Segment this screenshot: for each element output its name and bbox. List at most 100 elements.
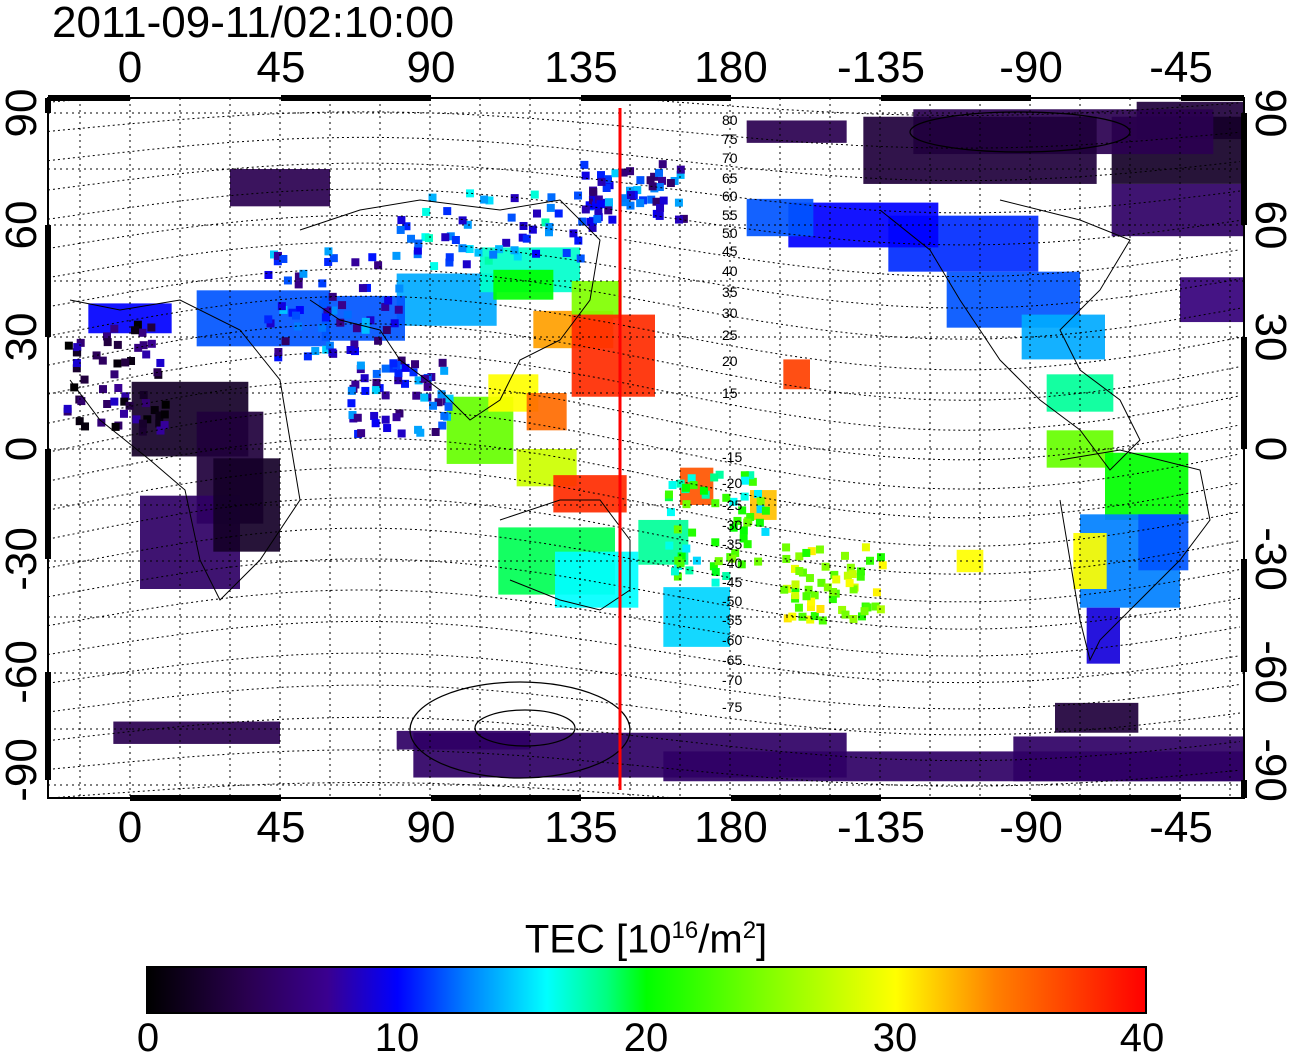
tec-pixel bbox=[585, 201, 594, 210]
tec-pixel bbox=[343, 310, 352, 319]
tec-pixel bbox=[753, 489, 762, 498]
magnetic-contour bbox=[48, 36, 1240, 50]
tec-pixel bbox=[103, 399, 112, 408]
tec-pixel bbox=[791, 591, 800, 600]
tec-pixel bbox=[381, 415, 390, 424]
tec-pixel bbox=[856, 572, 865, 581]
tec-pixel bbox=[664, 490, 673, 499]
tec-pixel bbox=[395, 284, 404, 293]
tec-pixel bbox=[737, 560, 746, 569]
tec-pixel bbox=[119, 409, 128, 418]
tec-pixel bbox=[626, 186, 635, 195]
contour-label: 75 bbox=[722, 131, 738, 147]
tec-pixel bbox=[823, 583, 832, 592]
tec-pixel bbox=[849, 614, 858, 623]
tec-patch bbox=[1180, 277, 1244, 323]
bottom-tick: -90 bbox=[999, 803, 1063, 852]
tec-pixel bbox=[807, 547, 816, 556]
magnetic-contour bbox=[48, 716, 1241, 762]
magnetic-contour bbox=[48, 652, 1241, 710]
tec-pixel bbox=[147, 339, 156, 348]
tec-pixel bbox=[857, 612, 866, 621]
contour-label: -40 bbox=[722, 555, 742, 571]
magnetic-contour bbox=[48, 136, 1241, 182]
tec-pixel bbox=[382, 326, 391, 335]
tec-pixel bbox=[608, 215, 617, 224]
bottom-tick: 180 bbox=[694, 803, 768, 852]
tec-pixel bbox=[401, 363, 410, 372]
tec-pixel bbox=[794, 603, 803, 612]
tec-pixel bbox=[102, 332, 111, 341]
tec-pixel bbox=[802, 548, 811, 557]
tec-pixel bbox=[423, 382, 432, 391]
tec-pixel bbox=[581, 171, 590, 180]
tec-pixel bbox=[489, 250, 498, 259]
tec-pixel bbox=[371, 386, 380, 395]
tec-pixel bbox=[569, 229, 578, 238]
tec-pixel bbox=[817, 578, 826, 587]
tec-pixel bbox=[740, 471, 749, 480]
tec-patch bbox=[956, 549, 984, 573]
tec-pixel bbox=[756, 505, 765, 514]
tec-pixel bbox=[810, 591, 819, 600]
tec-pixel bbox=[856, 567, 865, 576]
contour-label: 25 bbox=[722, 327, 738, 343]
tec-pixel bbox=[351, 258, 360, 267]
colorbar bbox=[146, 966, 1147, 1014]
contour-label: 30 bbox=[722, 305, 738, 321]
tec-pixel bbox=[679, 214, 688, 223]
contour-label: 55 bbox=[722, 207, 738, 223]
bottom-tick: -135 bbox=[836, 803, 926, 852]
tec-pixel bbox=[92, 351, 101, 360]
tec-pixel bbox=[281, 337, 290, 346]
tec-pixel bbox=[336, 318, 345, 327]
tec-pixel bbox=[81, 422, 90, 431]
contour-label: -30 bbox=[722, 517, 742, 533]
tec-pixel bbox=[462, 260, 471, 269]
tec-pixel bbox=[155, 411, 164, 420]
tec-pixel bbox=[677, 552, 686, 561]
magnetic-contour bbox=[48, 497, 1241, 575]
tec-pixel bbox=[798, 612, 807, 621]
top-tick: -90 bbox=[999, 43, 1063, 92]
tec-pixel bbox=[673, 525, 682, 534]
tec-pixel bbox=[397, 356, 406, 365]
tec-pixel bbox=[502, 238, 511, 247]
tec-pixel bbox=[361, 325, 370, 334]
frame-ticks bbox=[45, 95, 1247, 801]
tec-pixel bbox=[689, 481, 698, 490]
tec-pixel bbox=[279, 254, 288, 263]
tec-pixel bbox=[374, 336, 383, 345]
tec-pixel bbox=[636, 176, 645, 185]
contour-label: 40 bbox=[722, 263, 738, 279]
tec-pixel bbox=[674, 215, 683, 224]
tec-pixel bbox=[646, 176, 655, 185]
tec-pixel bbox=[397, 429, 406, 438]
tec-pixel bbox=[676, 170, 685, 179]
tec-pixel bbox=[729, 497, 738, 506]
tec-pixel bbox=[451, 236, 460, 245]
tec-pixel bbox=[463, 220, 472, 229]
tec-pixel bbox=[147, 323, 156, 332]
tec-pixel bbox=[347, 386, 356, 395]
tec-pixel bbox=[465, 245, 474, 254]
tec-pixel bbox=[127, 356, 136, 365]
tec-pixel bbox=[414, 376, 423, 385]
tec-pixel bbox=[810, 612, 819, 621]
tec-pixel bbox=[528, 225, 537, 234]
magnetic-contour bbox=[48, 214, 1241, 278]
tec-patch bbox=[553, 475, 627, 513]
coastline bbox=[1059, 449, 1211, 662]
tec-pixel bbox=[761, 506, 770, 515]
tec-pixel bbox=[394, 305, 403, 314]
tec-pixel bbox=[546, 203, 555, 212]
contour-label: -20 bbox=[722, 475, 742, 491]
tec-pixel bbox=[474, 248, 483, 257]
tec-pixel bbox=[666, 179, 675, 188]
tec-pixel bbox=[392, 413, 401, 422]
tec-pixel bbox=[438, 421, 447, 430]
tec-pixel bbox=[73, 343, 82, 352]
tec-pixel bbox=[362, 283, 371, 292]
tec-pixel bbox=[429, 401, 438, 410]
tec-pixel bbox=[604, 198, 613, 207]
